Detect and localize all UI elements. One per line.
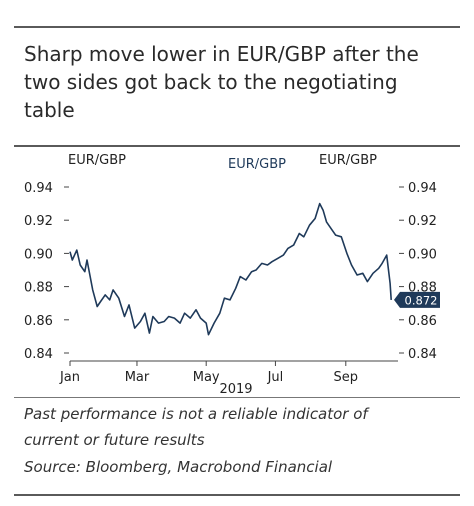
last-value-label: 0.872 xyxy=(405,293,438,307)
series-label: EUR/GBP xyxy=(228,157,286,172)
chart-title: Sharp move lower in EUR/GBP after the tw… xyxy=(24,42,419,122)
disclaimer-line-1: Past performance is not a reliable indic… xyxy=(24,405,368,423)
left-tick-label: 0.92 xyxy=(24,214,53,229)
left-tick-label: 0.88 xyxy=(24,281,53,296)
x-axis: Jan Mar May Jul Sep xyxy=(59,360,398,385)
right-axis-label: EUR/GBP xyxy=(319,153,377,168)
right-tick-label: 0.84 xyxy=(408,347,437,362)
x-tick-label: Sep xyxy=(334,370,359,385)
left-tick-label: 0.84 xyxy=(24,347,53,362)
left-tick-label: 0.94 xyxy=(24,181,53,196)
x-tick-label: Jan xyxy=(59,370,80,385)
source-note: Source: Bloomberg, Macrobond Financial xyxy=(24,458,333,476)
bottom-rule xyxy=(14,494,460,496)
left-tick-label: 0.86 xyxy=(24,314,53,329)
right-tick-label: 0.90 xyxy=(408,247,437,262)
x-tick-label: Jul xyxy=(267,370,284,385)
top-rule xyxy=(14,26,460,28)
right-tick-label: 0.94 xyxy=(408,181,437,196)
x-tick-label: May xyxy=(193,370,220,385)
right-tick-label: 0.88 xyxy=(408,281,437,296)
x-axis-year-label: 2019 xyxy=(219,382,252,397)
chart-card: Sharp move lower in EUR/GBP after the tw… xyxy=(14,26,460,496)
left-axis-label: EUR/GBP xyxy=(68,153,126,168)
right-axis: 0.94 0.92 0.90 0.88 0.86 0.84 xyxy=(399,181,437,362)
title-rule xyxy=(14,145,460,147)
x-tick-label: Mar xyxy=(125,370,150,385)
right-tick-label: 0.86 xyxy=(408,314,437,329)
last-value-badge xyxy=(394,291,440,308)
disclaimer-line-2: current or future results xyxy=(24,431,205,449)
right-tick-label: 0.92 xyxy=(408,214,437,229)
footnote-rule xyxy=(14,397,460,398)
eurgbp-series-line xyxy=(69,202,392,336)
plot-marks: 0.872 xyxy=(69,202,440,336)
line-chart: 0.94 0.92 0.90 0.88 0.86 0.84 0.94 0.92 0.90 0.8… xyxy=(24,153,440,397)
left-tick-label: 0.90 xyxy=(24,247,53,262)
left-axis: 0.94 0.92 0.90 0.88 0.86 0.84 xyxy=(24,181,69,362)
